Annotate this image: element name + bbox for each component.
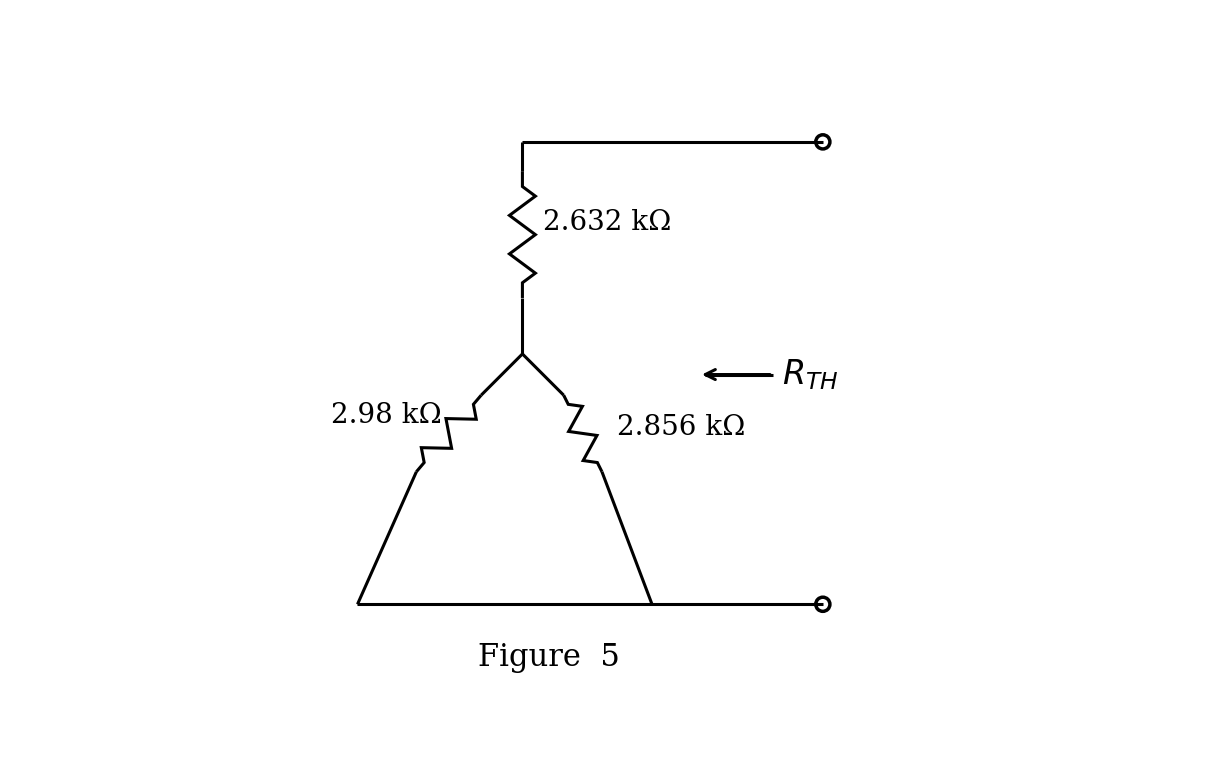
Text: Figure  5: Figure 5 [478, 642, 620, 672]
Text: $R_{TH}$: $R_{TH}$ [781, 357, 838, 392]
Text: 2.856 kΩ: 2.856 kΩ [617, 414, 745, 441]
Text: 2.98 kΩ: 2.98 kΩ [331, 402, 441, 429]
Text: 2.632 kΩ: 2.632 kΩ [543, 210, 671, 236]
